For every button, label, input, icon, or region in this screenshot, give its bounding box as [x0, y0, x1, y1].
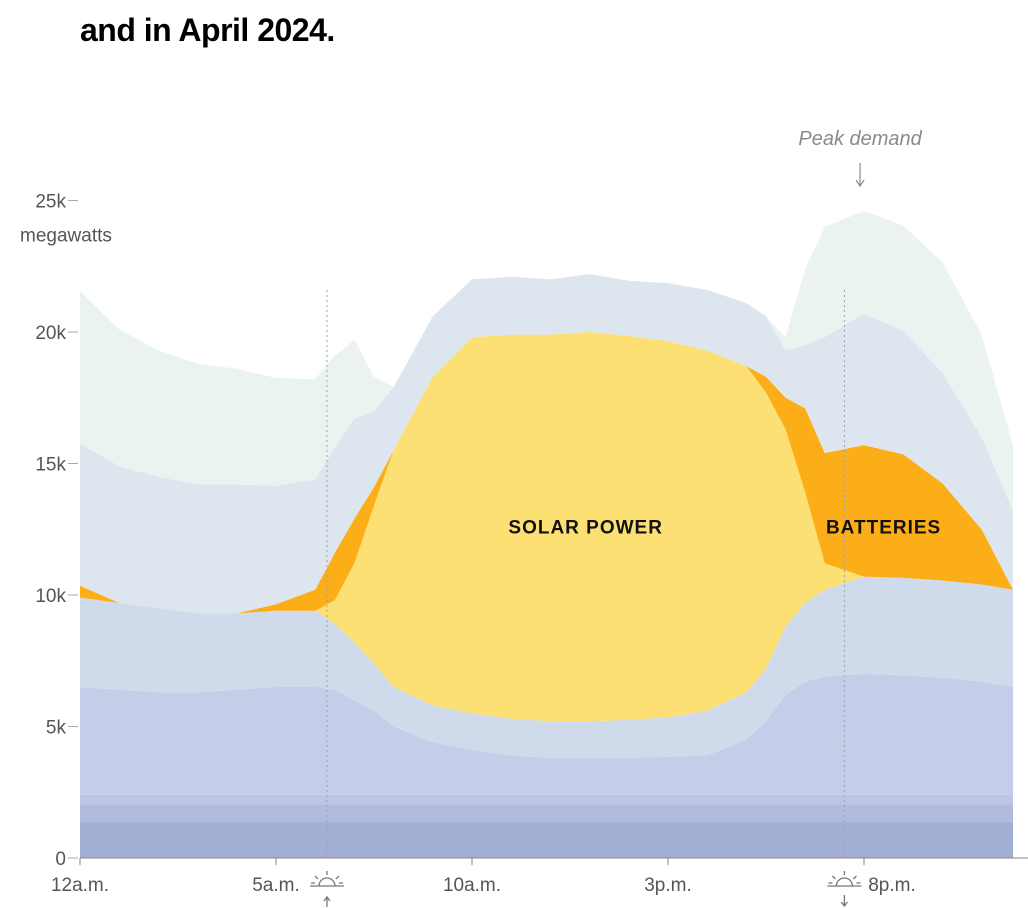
area-series-group	[80, 211, 1013, 858]
x-tick-label: 10a.m.	[443, 875, 501, 896]
series-5-area	[80, 576, 1013, 759]
y-tick-label: 25k	[35, 192, 66, 213]
peak-demand-arrow	[855, 163, 865, 188]
x-axis: 12a.m. 5a.m. 10a.m. 3p.m. 8p.m.	[51, 857, 1028, 896]
series-1-area	[80, 822, 1013, 858]
sun-markers	[309, 871, 862, 908]
series-9-area	[80, 211, 1013, 511]
series-4-area	[80, 673, 1013, 795]
solar-power-area	[80, 332, 1013, 722]
series-3-area	[80, 794, 1013, 805]
y-tick-label: 15k	[35, 455, 66, 476]
series-2-area	[80, 804, 1013, 823]
batteries-label: BATTERIES	[826, 518, 941, 539]
x-tick-label: 12a.m.	[51, 875, 109, 896]
y-unit-label: megawatts	[20, 226, 112, 247]
y-tick-label: 0	[55, 849, 66, 870]
x-tick-label: 8p.m.	[868, 875, 916, 896]
headline: and in April 2024.	[80, 12, 335, 48]
batteries-area	[80, 332, 1013, 614]
x-tick-label: 5a.m.	[252, 875, 300, 896]
y-tick-label: 10k	[35, 586, 66, 607]
y-tick-label: 5k	[46, 718, 67, 739]
y-tick-label: 20k	[35, 323, 66, 344]
sunset-icon	[827, 871, 862, 908]
y-axis: 0 5k 10k 15k 20k 25k megawatts	[20, 192, 112, 871]
chart-labels: Peak demand SOLAR POWER BATTERIES	[508, 128, 941, 539]
solar-power-label: SOLAR POWER	[508, 518, 663, 539]
series-8-area	[80, 274, 1013, 614]
sunrise-icon	[309, 871, 344, 907]
x-tick-label: 3p.m.	[644, 875, 692, 896]
peak-demand-annotation: Peak demand	[798, 128, 922, 150]
